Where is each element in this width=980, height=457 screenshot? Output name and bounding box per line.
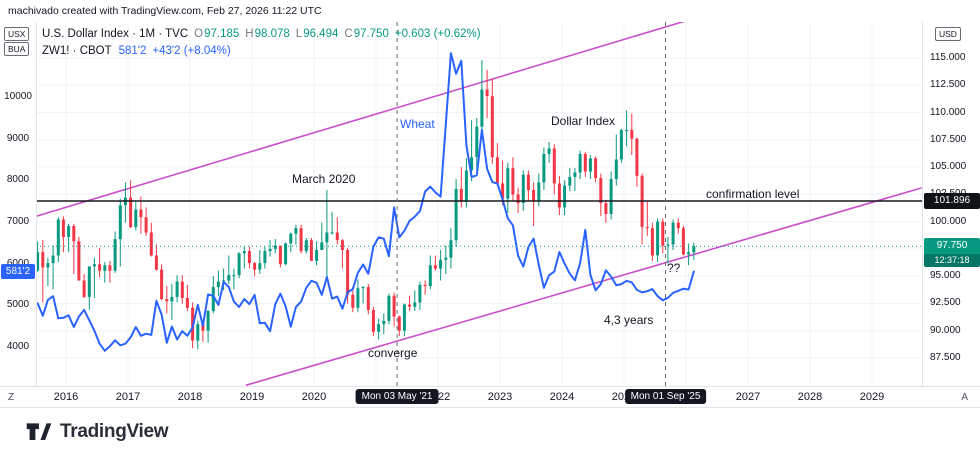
- legend-wheat-change: +43'2 (+8.04%): [152, 45, 231, 57]
- time-axis-year-label: 2024: [549, 391, 575, 403]
- right-axis-tick: 100.000: [930, 215, 967, 227]
- left-axis-tick: 5000: [6, 299, 30, 311]
- left-axis-tick: 7000: [6, 216, 30, 227]
- left-axis-tick: 9000: [6, 132, 30, 144]
- left-axis-tick: 8000: [6, 174, 30, 186]
- last-price-badge: 97.750 12:37:18: [924, 238, 980, 268]
- left-axis-setting-button[interactable]: Z: [8, 392, 15, 403]
- annotation-dollar-index-label[interactable]: Dollar Index: [551, 114, 616, 128]
- time-axis[interactable]: 2016201720182019202020212022202320242025…: [0, 386, 980, 408]
- annotation-confirmation-level[interactable]: confirmation level: [706, 187, 800, 201]
- right-axis-tick: 95.000: [930, 270, 961, 282]
- tradingview-logo-icon: [26, 423, 52, 440]
- time-axis-year-label: 2027: [735, 391, 761, 403]
- time-axis-year-label: 2016: [53, 391, 79, 403]
- time-axis-year-label: 2017: [115, 391, 141, 403]
- legend-row-dxy[interactable]: U.S. Dollar Index · 1M · TVC O97.185 H98.0…: [42, 26, 481, 43]
- last-price-value: 97.750: [936, 240, 968, 252]
- annotation-converge[interactable]: converge: [368, 346, 418, 360]
- wheat-price-badge: 581'2: [1, 264, 35, 279]
- dxy-candlestick-series[interactable]: [36, 60, 696, 350]
- left-price-axis[interactable]: USX BUA 10000 9000 8000 7000 6000 5000 4000 58…: [0, 22, 37, 386]
- annotation-question-marks[interactable]: ??: [667, 261, 681, 275]
- right-axis-setting-button[interactable]: A: [961, 392, 968, 403]
- right-axis-tick: 115.000: [930, 52, 966, 63]
- legend-row-wheat[interactable]: ZW1! · CBOT 581'2 +43'2 (+8.04%): [42, 43, 481, 60]
- confirmation-level-badge: 101.896: [924, 192, 980, 209]
- time-axis-year-label: 2028: [797, 391, 823, 403]
- legend-wheat-price: 581'2: [118, 45, 147, 57]
- time-axis-year-label: 2018: [177, 391, 203, 403]
- right-axis-tick: 92.500: [930, 297, 961, 309]
- time-axis-date-badge: Mon 01 Sep '25: [624, 389, 707, 404]
- time-axis-year-label: 2029: [859, 391, 885, 403]
- right-price-axis[interactable]: USD 115.000 112.500 110.000 107.500 105.000 1…: [922, 22, 980, 386]
- left-axis-tick: 4000: [6, 341, 30, 352]
- legend-wheat-title: ZW1! · CBOT: [42, 45, 112, 57]
- legend-dxy-title: U.S. Dollar Index · 1M · TVC: [42, 28, 189, 40]
- footer: TradingView: [0, 407, 980, 457]
- instrument-tag-usx[interactable]: USX: [4, 27, 30, 41]
- right-axis-tick: 87.500: [930, 351, 961, 363]
- legend-dxy-change: +0.603 (+0.62%): [394, 28, 481, 40]
- right-axis-tick: 90.000: [930, 324, 961, 336]
- trend-line-upper[interactable]: [35, 21, 686, 218]
- right-axis-tick: 107.500: [930, 133, 967, 145]
- right-axis-tick: 112.500: [930, 79, 966, 91]
- wheat-line-series[interactable]: [36, 52, 695, 352]
- currency-tag-usd[interactable]: USD: [935, 27, 961, 41]
- annotation-wheat-label[interactable]: Wheat: [400, 117, 435, 131]
- time-axis-year-label: 2019: [239, 391, 265, 403]
- annotation-years-span[interactable]: 4,3 years: [604, 313, 654, 327]
- time-axis-year-label: 2020: [301, 391, 327, 403]
- time-axis-year-label: 2023: [487, 391, 513, 403]
- right-axis-tick: 105.000: [930, 161, 967, 173]
- annotation-march-2020[interactable]: March 2020: [292, 172, 356, 186]
- legend-dxy-ohlc: O97.185 H98.078 L96.494 C97.750: [194, 28, 389, 40]
- instrument-tag-bua[interactable]: BUA: [4, 42, 30, 56]
- attribution-text: machivado created with TradingView.com, …: [8, 5, 322, 17]
- right-axis-tick: 110.000: [930, 106, 966, 118]
- bar-countdown: 12:37:18: [924, 254, 980, 268]
- left-axis-tick: 6000: [0, 258, 36, 269]
- trend-line-lower[interactable]: [245, 187, 922, 386]
- tradingview-logo-link[interactable]: TradingView: [26, 421, 169, 443]
- legend: U.S. Dollar Index · 1M · TVC O97.185 H98.0…: [42, 26, 481, 60]
- left-axis-tick: 10000: [4, 91, 32, 102]
- brand-name: TradingView: [60, 421, 169, 442]
- grid-lines: [36, 22, 922, 386]
- time-axis-date-badge: Mon 03 May '21: [355, 389, 439, 404]
